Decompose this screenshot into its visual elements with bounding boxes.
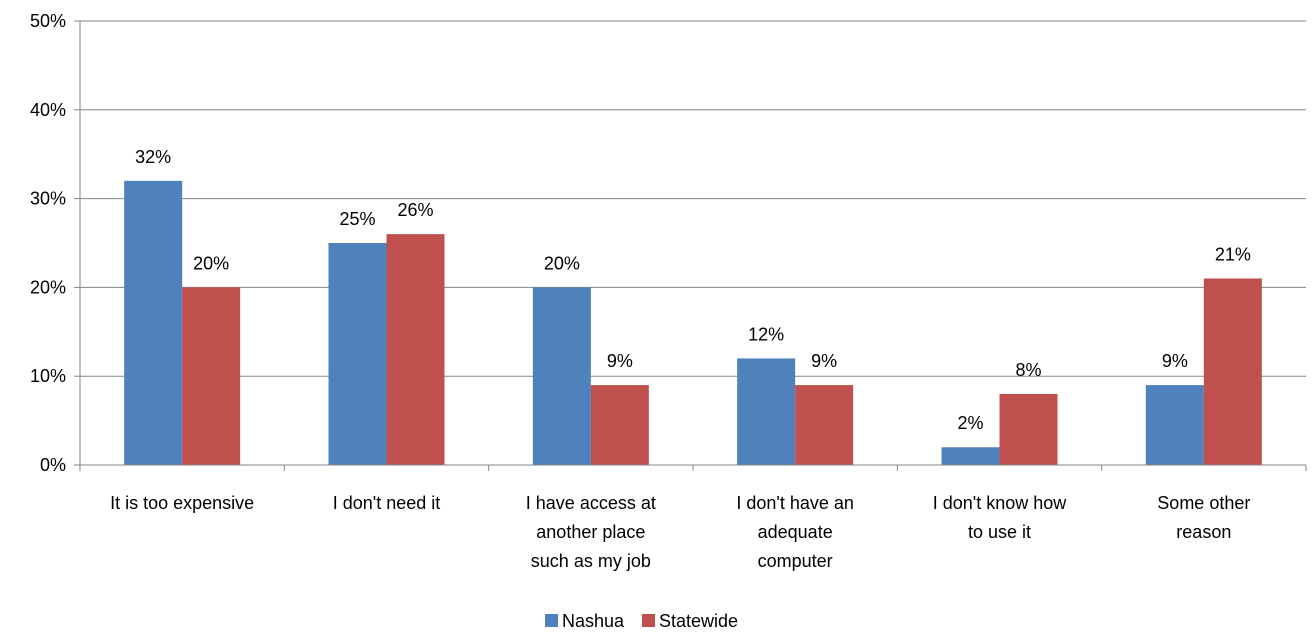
category-label-line: I don't have an — [736, 493, 854, 513]
bar-statewide — [590, 385, 649, 465]
category-label-line: to use it — [968, 522, 1031, 542]
y-tick-label: 30% — [30, 189, 66, 209]
gridlines — [80, 20, 1306, 377]
bar-statewide — [795, 385, 854, 465]
category-label-line: I have access at — [526, 493, 656, 513]
data-label: 8% — [1015, 360, 1041, 380]
data-label: 20% — [544, 253, 580, 273]
category-label-line: another place — [536, 522, 645, 542]
y-tick-label: 20% — [30, 277, 66, 297]
axes — [79, 21, 1307, 471]
data-label: 9% — [1162, 351, 1188, 371]
category-label: I have access at another place such as my … — [526, 493, 656, 571]
category-label-line: computer — [758, 551, 833, 571]
legend-swatch-statewide — [642, 614, 655, 627]
category-label-line: I don't need it — [333, 493, 441, 513]
data-label: 9% — [811, 351, 837, 371]
data-label: 9% — [607, 351, 633, 371]
data-label: 21% — [1215, 245, 1251, 265]
bar-nashua — [737, 358, 796, 465]
category-label: I don't know how to use it — [933, 493, 1068, 542]
bar-nashua — [532, 287, 591, 465]
y-tick-label: 10% — [30, 366, 66, 386]
data-labels: 32% 20% 25% 26% 20% 9% 12% 9% 2% 8% 9% 21% — [135, 147, 1251, 433]
data-label: 20% — [193, 253, 229, 273]
data-label: 2% — [957, 413, 983, 433]
legend-label-statewide: Statewide — [659, 611, 738, 631]
category-label: It is too expensive — [110, 493, 254, 513]
category-label: I don't have an adequate computer — [736, 493, 854, 571]
legend-label-nashua: Nashua — [562, 611, 625, 631]
legend-swatch-nashua — [545, 614, 558, 627]
category-label-line: Some other — [1157, 493, 1250, 513]
category-label-line: such as my job — [531, 551, 651, 571]
data-label: 32% — [135, 147, 171, 167]
category-label-line: I don't know how — [933, 493, 1068, 513]
y-tick-label: 40% — [30, 100, 66, 120]
category-label-line: adequate — [758, 522, 833, 542]
bar-statewide — [999, 393, 1058, 465]
data-label: 25% — [339, 209, 375, 229]
bars — [124, 180, 1262, 465]
bar-statewide — [386, 234, 445, 465]
category-label: I don't need it — [333, 493, 441, 513]
bar-nashua — [1145, 385, 1204, 465]
bar-statewide — [182, 287, 241, 465]
y-tick-label: 0% — [40, 455, 66, 475]
y-tick-label: 50% — [30, 11, 66, 31]
y-axis-ticks: 0% 10% 20% 30% 40% 50% — [30, 11, 80, 475]
category-label: Some other reason — [1157, 493, 1250, 542]
data-label: 12% — [748, 324, 784, 344]
bar-nashua — [941, 447, 1000, 465]
legend: Nashua Statewide — [545, 611, 738, 631]
category-labels: It is too expensive I don't need it I have… — [110, 493, 1250, 571]
bar-nashua — [124, 180, 183, 465]
bar-nashua — [328, 243, 387, 465]
category-label-line: reason — [1176, 522, 1231, 542]
data-label: 26% — [397, 200, 433, 220]
bar-statewide — [1203, 278, 1262, 465]
category-label-line: It is too expensive — [110, 493, 254, 513]
